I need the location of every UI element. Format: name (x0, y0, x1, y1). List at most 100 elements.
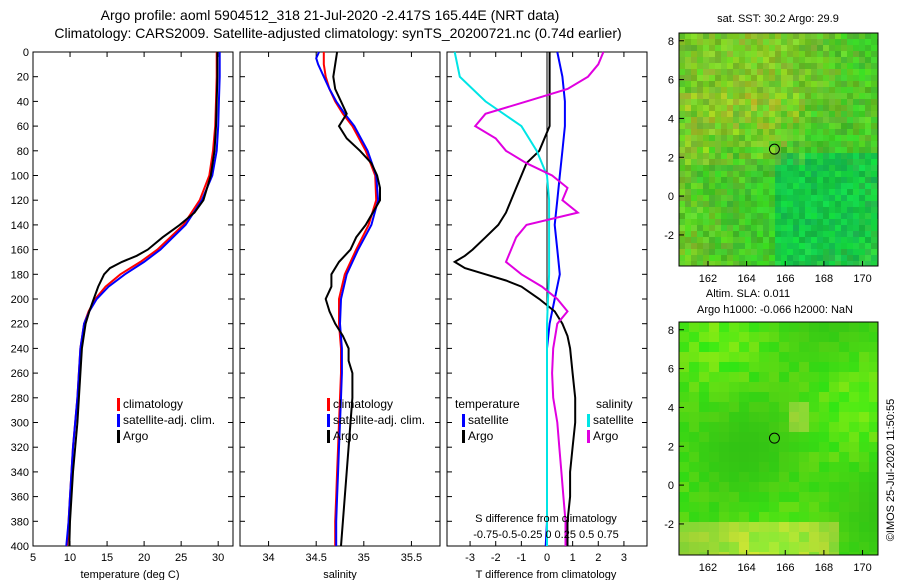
map-cell (679, 352, 689, 362)
map-cell (763, 231, 769, 237)
map-cell (685, 213, 691, 219)
map-cell (691, 33, 697, 39)
map-cell (739, 492, 749, 502)
map-cell (849, 352, 859, 362)
map-cell (689, 472, 699, 482)
map-cell (829, 522, 839, 532)
map-cell (793, 237, 799, 243)
map-cell (715, 75, 721, 81)
lat-tick-label: 8 (668, 36, 674, 48)
map-cell (709, 93, 715, 99)
map-cell (775, 177, 781, 183)
map-cell (817, 219, 823, 225)
map-cell (859, 402, 869, 412)
map-cell (805, 129, 811, 135)
map-cell (679, 123, 685, 129)
map-cell (733, 69, 739, 75)
map-cell (729, 522, 739, 532)
map-cell (789, 542, 799, 552)
map-cell (781, 105, 787, 111)
map-cell (779, 332, 789, 342)
lon-tick-label: 166 (776, 562, 794, 574)
map-cell (709, 522, 719, 532)
map-cell (679, 542, 689, 552)
map-cell (853, 135, 859, 141)
diff-line-s-satellite (453, 51, 551, 546)
map-cell (679, 231, 685, 237)
map-cell (811, 105, 817, 111)
map-cell (697, 135, 703, 141)
map-cell (721, 93, 727, 99)
map-cell (859, 93, 865, 99)
map-cell (679, 482, 689, 492)
map-cell (811, 195, 817, 201)
map-cell (779, 522, 789, 532)
map-cell (869, 522, 878, 532)
map-cell (721, 69, 727, 75)
map-cell (689, 482, 699, 492)
map-cell (715, 81, 721, 87)
map-cell (869, 552, 878, 555)
map-cell (719, 512, 729, 522)
map-cell (859, 57, 865, 63)
map-cell (751, 129, 757, 135)
map-cell (805, 255, 811, 261)
map-cell (799, 147, 805, 153)
map-cell (779, 382, 789, 392)
map-cell (829, 322, 839, 332)
map-cell (847, 51, 853, 57)
map-cell (685, 81, 691, 87)
map-cell (719, 322, 729, 332)
map-cell (679, 153, 685, 159)
map-cell (749, 432, 759, 442)
map-cell (679, 512, 689, 522)
map-cell (703, 147, 709, 153)
map-cell (709, 111, 715, 117)
map-cell (775, 123, 781, 129)
map-cell (823, 171, 829, 177)
map-cell (859, 432, 869, 442)
map-cell (809, 452, 819, 462)
map-cell (709, 472, 719, 482)
map-cell (699, 482, 709, 492)
map-cell (823, 111, 829, 117)
map-cell (699, 332, 709, 342)
map-cell (781, 207, 787, 213)
map-cell (715, 231, 721, 237)
map-cell (685, 195, 691, 201)
map-cell (835, 33, 841, 39)
map-cell (799, 412, 809, 422)
map-cell (849, 532, 859, 542)
map-cell (849, 542, 859, 552)
map-cell (697, 261, 703, 266)
map-cell (709, 105, 715, 111)
map-cell (679, 45, 685, 51)
map-cell (769, 392, 779, 402)
x-tick-label: 34.5 (305, 552, 326, 564)
map-cell (799, 249, 805, 255)
map-cell (781, 189, 787, 195)
map-cell (835, 243, 841, 249)
map-cell (787, 57, 793, 63)
map-cell (809, 352, 819, 362)
map-cell (789, 412, 799, 422)
map-cell (775, 201, 781, 207)
legend-entry: satellite (468, 413, 509, 427)
map-cell (793, 87, 799, 93)
map-cell (793, 45, 799, 51)
map-cell (739, 342, 749, 352)
map-cell (869, 532, 878, 542)
map-cell (799, 105, 805, 111)
map-cell (799, 332, 809, 342)
map-cell (869, 452, 878, 462)
map-cell (805, 189, 811, 195)
lat-tick-label: 0 (668, 480, 674, 492)
lon-tick-label: 170 (853, 562, 871, 574)
map-cell (805, 201, 811, 207)
map-cell (817, 87, 823, 93)
map-cell (853, 51, 859, 57)
map-cell (739, 219, 745, 225)
map-cell (835, 261, 841, 266)
map-cell (805, 153, 811, 159)
map-cell (727, 231, 733, 237)
